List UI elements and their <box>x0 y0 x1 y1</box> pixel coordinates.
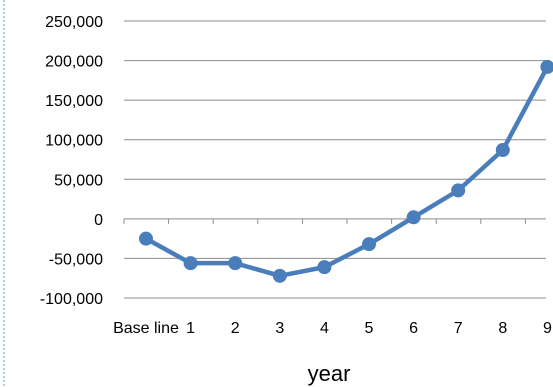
y-tick-label: -100,000 <box>40 291 103 308</box>
series <box>139 59 553 283</box>
x-tick-label: 9 <box>543 320 552 337</box>
y-tick-label: 150,000 <box>45 93 103 110</box>
y-tick-label: 200,000 <box>45 54 103 71</box>
x-axis-tick-labels: Base line 1 2 3 4 5 6 7 8 9 <box>113 320 552 337</box>
data-point <box>228 256 243 271</box>
x-axis-label: year <box>308 361 351 386</box>
data-point <box>362 237 376 252</box>
data-point <box>317 260 332 275</box>
y-tick-label: -50,000 <box>49 251 103 268</box>
series-line <box>143 64 550 279</box>
data-point <box>183 256 198 271</box>
y-axis-tick-labels: 250,000 200,000 150,000 100,000 50,000 0 -50,0… <box>40 14 103 308</box>
x-tick-label: 5 <box>365 320 374 337</box>
x-tick-label: 2 <box>231 320 240 337</box>
x-tick-label: 3 <box>275 320 284 337</box>
gridlines <box>124 20 546 299</box>
y-tick-label: 50,000 <box>54 172 103 189</box>
y-tick-label: 250,000 <box>45 14 103 31</box>
y-tick-label: 100,000 <box>45 133 103 150</box>
x-tick-label: 8 <box>498 320 507 337</box>
data-point <box>139 231 153 246</box>
x-tick-label: 4 <box>320 320 329 337</box>
x-tick-label: Base line <box>113 320 179 337</box>
y-tick-label: 0 <box>94 212 103 229</box>
x-axis <box>123 218 546 224</box>
data-point <box>406 210 421 225</box>
x-tick-label: 7 <box>454 320 463 337</box>
data-point <box>272 268 287 283</box>
x-tick-label: 6 <box>409 320 418 337</box>
data-point <box>495 143 510 158</box>
data-point <box>540 59 553 74</box>
x-tick-label: 1 <box>186 320 195 337</box>
data-point <box>451 183 466 198</box>
